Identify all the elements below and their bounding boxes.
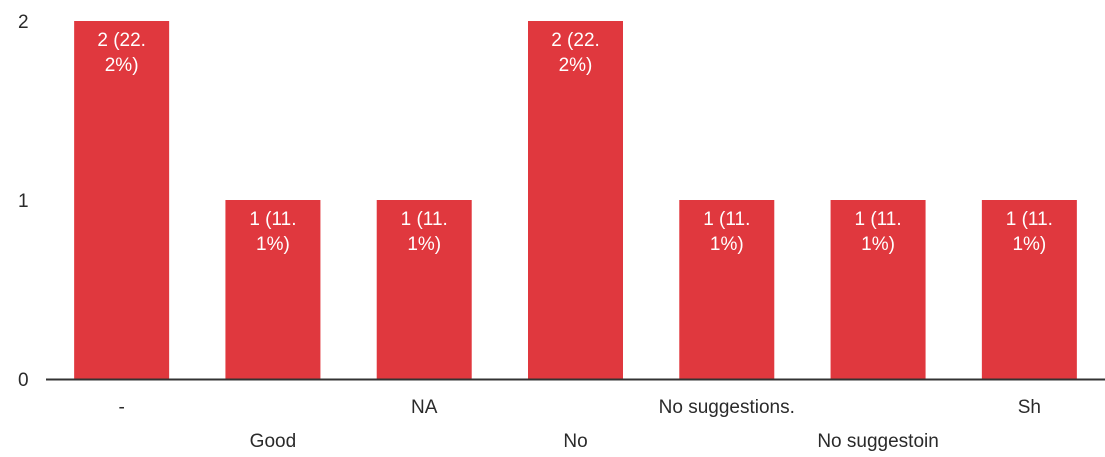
y-tick-label: 0 <box>18 370 29 391</box>
bar <box>74 21 170 379</box>
bar-data-label: 1%) <box>710 234 744 255</box>
x-category-label: Sh <box>1018 397 1041 418</box>
x-category-label: NA <box>411 397 438 418</box>
bar-data-label: 1%) <box>1012 234 1046 255</box>
x-category-label: No <box>563 431 587 452</box>
x-category-label: No suggestoin <box>817 431 938 452</box>
bar-data-label: 1%) <box>256 234 290 255</box>
y-tick-label: 1 <box>18 191 29 212</box>
bar <box>528 21 623 379</box>
bar <box>981 200 1077 379</box>
bar-data-label: 1 (11. <box>703 209 750 230</box>
bar-data-label: 1 (11. <box>401 209 448 230</box>
x-category-label: No suggestions. <box>659 397 795 418</box>
bar-data-label: 1 (11. <box>1006 209 1053 230</box>
bar <box>679 200 775 379</box>
y-axis-ticks: 0 1 2 <box>18 12 29 391</box>
x-category-label: - <box>118 397 124 418</box>
bar-data-label: 1 (11. <box>249 209 296 230</box>
bar-data-label: 2 (22. <box>97 30 146 51</box>
bar <box>830 200 926 379</box>
bar-data-labels: 2 (22. 2%) 1 (11. 1%) 1 (11. 1%) 2 (22. 2%) 1 (1… <box>97 30 1053 255</box>
x-category-label: Good <box>250 431 296 452</box>
bar-data-label: 2%) <box>559 55 593 76</box>
bar <box>376 200 472 379</box>
bar-data-label: 1 (11. <box>854 209 901 230</box>
bar-data-label: 1%) <box>407 234 441 255</box>
bar-data-label: 1%) <box>861 234 895 255</box>
bars <box>74 21 1077 379</box>
y-tick-label: 2 <box>18 12 29 33</box>
x-axis-category-labels: - Good NA No No suggestions. No suggestoin Sh <box>118 397 1041 452</box>
bar-data-label: 2%) <box>105 55 139 76</box>
bar <box>225 200 321 379</box>
bar-data-label: 2 (22. <box>551 30 600 51</box>
